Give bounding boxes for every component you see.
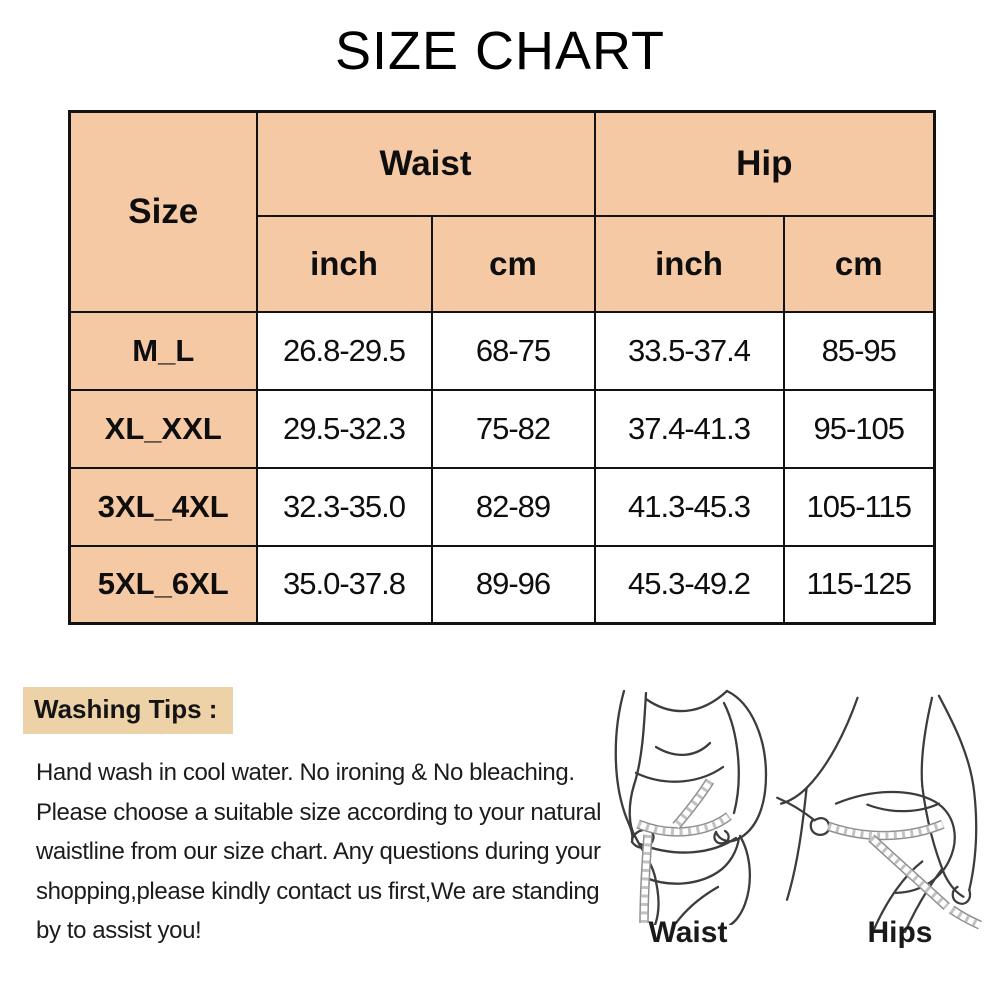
hip-cm-cell: 105-115 bbox=[782, 466, 936, 547]
size-cell: 3XL_4XL bbox=[68, 466, 258, 547]
waist-inch-cell: 32.3-35.0 bbox=[255, 466, 433, 547]
hip-inch-cell: 41.3-45.3 bbox=[593, 466, 785, 547]
waist-cm-cell: 89-96 bbox=[430, 544, 596, 625]
washing-tips-line: Please choose a suitable size according … bbox=[36, 798, 602, 826]
hip-inch-cell: 33.5-37.4 bbox=[593, 310, 785, 391]
table-row: M_L 26.8-29.5 68-75 33.5-37.4 85-95 bbox=[68, 310, 936, 391]
waist-cm-cell: 68-75 bbox=[430, 310, 596, 391]
size-cell: M_L bbox=[68, 310, 258, 391]
hip-cm-cell: 95-105 bbox=[782, 388, 936, 469]
hip-cm-header: cm bbox=[782, 214, 936, 313]
waist-measuring-tape-illustration bbox=[614, 689, 768, 925]
waist-cm-header: cm bbox=[430, 214, 596, 313]
table-row: XL_XXL 29.5-32.3 75-82 37.4-41.3 95-105 bbox=[68, 388, 936, 469]
washing-tips-line: by to assist you! bbox=[36, 917, 202, 944]
table-row: 5XL_6XL 35.0-37.8 89-96 45.3-49.2 115-12… bbox=[68, 544, 936, 625]
waist-inch-header: inch bbox=[255, 214, 433, 313]
size-cell: 5XL_6XL bbox=[68, 544, 258, 625]
hips-figure-label: Hips bbox=[867, 916, 933, 949]
hip-inch-header: inch bbox=[593, 214, 785, 313]
washing-tips-heading: Washing Tips : bbox=[23, 687, 234, 734]
hip-inch-cell: 45.3-49.2 bbox=[593, 544, 785, 625]
waist-figure-label: Waist bbox=[648, 916, 728, 949]
waist-cm-cell: 75-82 bbox=[430, 388, 596, 469]
table-header-row-groups: Size Waist Hip bbox=[68, 110, 936, 313]
waist-inch-cell: 29.5-32.3 bbox=[255, 388, 433, 469]
washing-tips-line: waistline from our size chart. Any quest… bbox=[36, 838, 601, 865]
hip-group-header: Hip bbox=[593, 110, 936, 217]
table-row: 3XL_4XL 32.3-35.0 82-89 41.3-45.3 105-11… bbox=[68, 466, 936, 547]
size-cell: XL_XXL bbox=[68, 388, 258, 469]
hips-measuring-tape-illustration bbox=[776, 694, 995, 933]
table-header-row-units: inch cm inch cm bbox=[70, 214, 936, 313]
waist-cm-cell: 82-89 bbox=[430, 466, 596, 547]
hip-inch-cell: 37.4-41.3 bbox=[593, 388, 785, 469]
washing-tips-text: Hand wash in cool water. No ironing & No… bbox=[36, 753, 601, 951]
waist-group-header: Waist bbox=[255, 110, 596, 217]
hip-cm-cell: 85-95 bbox=[782, 310, 936, 391]
washing-tips-line: shopping,please kindly contact us first,… bbox=[36, 877, 600, 905]
washing-tips-line: Hand wash in cool water. No ironing & No… bbox=[36, 759, 575, 786]
waist-inch-cell: 26.8-29.5 bbox=[255, 310, 433, 391]
size-column-header: Size bbox=[68, 110, 258, 313]
size-table: Size Waist Hip inch cm inch cm M_L 26.8-… bbox=[68, 110, 937, 625]
waist-inch-cell: 35.0-37.8 bbox=[255, 544, 433, 625]
hip-cm-cell: 115-125 bbox=[782, 544, 936, 625]
measuring-tape-icon bbox=[828, 824, 980, 925]
page-title: SIZE CHART bbox=[334, 21, 666, 81]
